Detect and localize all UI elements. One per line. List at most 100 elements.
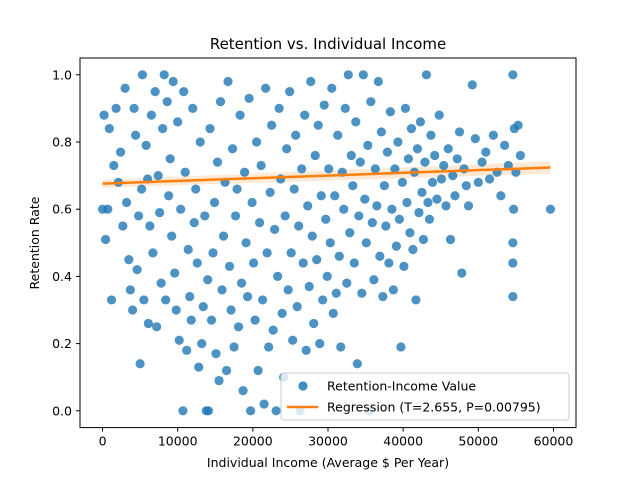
data-point [233,322,244,332]
data-point [448,171,458,181]
data-point [376,127,386,137]
data-point [178,406,188,416]
data-point [370,164,380,174]
data-point [292,302,302,312]
data-point [255,218,265,228]
legend-box [280,372,570,421]
data-point [209,197,220,208]
data-point [176,204,186,214]
regression-line-layer [102,166,551,185]
plot-area [97,70,556,416]
data-point [170,268,180,278]
data-point [155,207,165,218]
data-point [282,144,292,154]
data-point [261,83,271,93]
data-point [508,258,518,268]
data-point [321,214,331,224]
data-point [399,261,409,271]
data-point [375,251,385,261]
data-point [349,258,359,268]
data-point [229,342,239,352]
data-point [236,278,247,288]
data-point [420,157,430,167]
data-point [262,248,272,258]
data-point [245,406,256,416]
y-tick-label: 0.6 [52,202,72,217]
data-point [304,281,314,292]
data-point [208,248,218,258]
data-point [135,359,145,369]
data-point [402,197,412,208]
data-point [366,97,376,107]
data-point [223,76,233,87]
data-point [153,171,163,181]
data-point [180,167,190,177]
data-point [106,295,117,305]
data-point [191,184,201,194]
data-point [289,184,299,194]
data-point [129,103,139,113]
data-point [280,211,290,221]
data-point [294,221,304,231]
data-point [309,318,319,329]
data-point [452,154,462,164]
data-point [104,123,114,134]
data-point [221,365,232,376]
data-point [328,308,338,318]
data-point [333,130,343,140]
data-point [372,201,382,211]
data-point [436,174,447,184]
regression-line [102,166,551,185]
data-point [357,288,367,298]
y-tick-label: 0.0 [52,403,72,418]
data-point [244,93,254,103]
data-point [161,295,171,305]
data-point [224,261,235,271]
data-point [115,147,126,157]
data-point [291,130,301,140]
data-point [346,150,356,161]
x-tick-label: 30000 [308,434,348,449]
data-point [463,201,474,211]
data-point [467,80,477,90]
data-point [277,308,287,318]
data-point [358,70,368,80]
data-point [214,375,224,386]
data-point [164,191,174,201]
data-point [215,97,226,107]
data-point [307,231,317,241]
data-point [415,117,426,127]
data-point [488,130,498,140]
data-point [162,97,172,107]
y-tick-label: 0.2 [52,336,72,351]
data-point [200,211,210,221]
data-point [203,275,213,285]
data-point [156,278,166,288]
data-point [249,258,259,268]
data-point [384,258,394,268]
data-point [445,234,456,245]
data-point [183,244,193,255]
data-point [103,204,113,214]
data-point [264,342,274,352]
data-point [128,305,138,315]
x-axis-ticks: 0 10000 20000 30000 40000 50000 60000 [99,427,573,449]
data-point [197,339,207,349]
data-point [381,221,391,231]
data-point [450,191,460,201]
data-point [252,137,262,147]
legend-label-scatter: Retention-Income Value [327,379,476,394]
data-point [171,305,181,315]
data-point [167,231,177,241]
data-point [267,120,277,130]
y-axis-ticks: 0.0 0.2 0.4 0.6 0.8 1.0 [52,67,80,418]
data-point [247,197,257,208]
data-point [232,184,242,194]
data-point [334,251,344,261]
data-point [137,70,147,80]
data-point [331,288,341,298]
data-point [235,110,245,120]
data-point [412,144,423,154]
data-point [179,87,189,97]
data-point [352,359,362,369]
